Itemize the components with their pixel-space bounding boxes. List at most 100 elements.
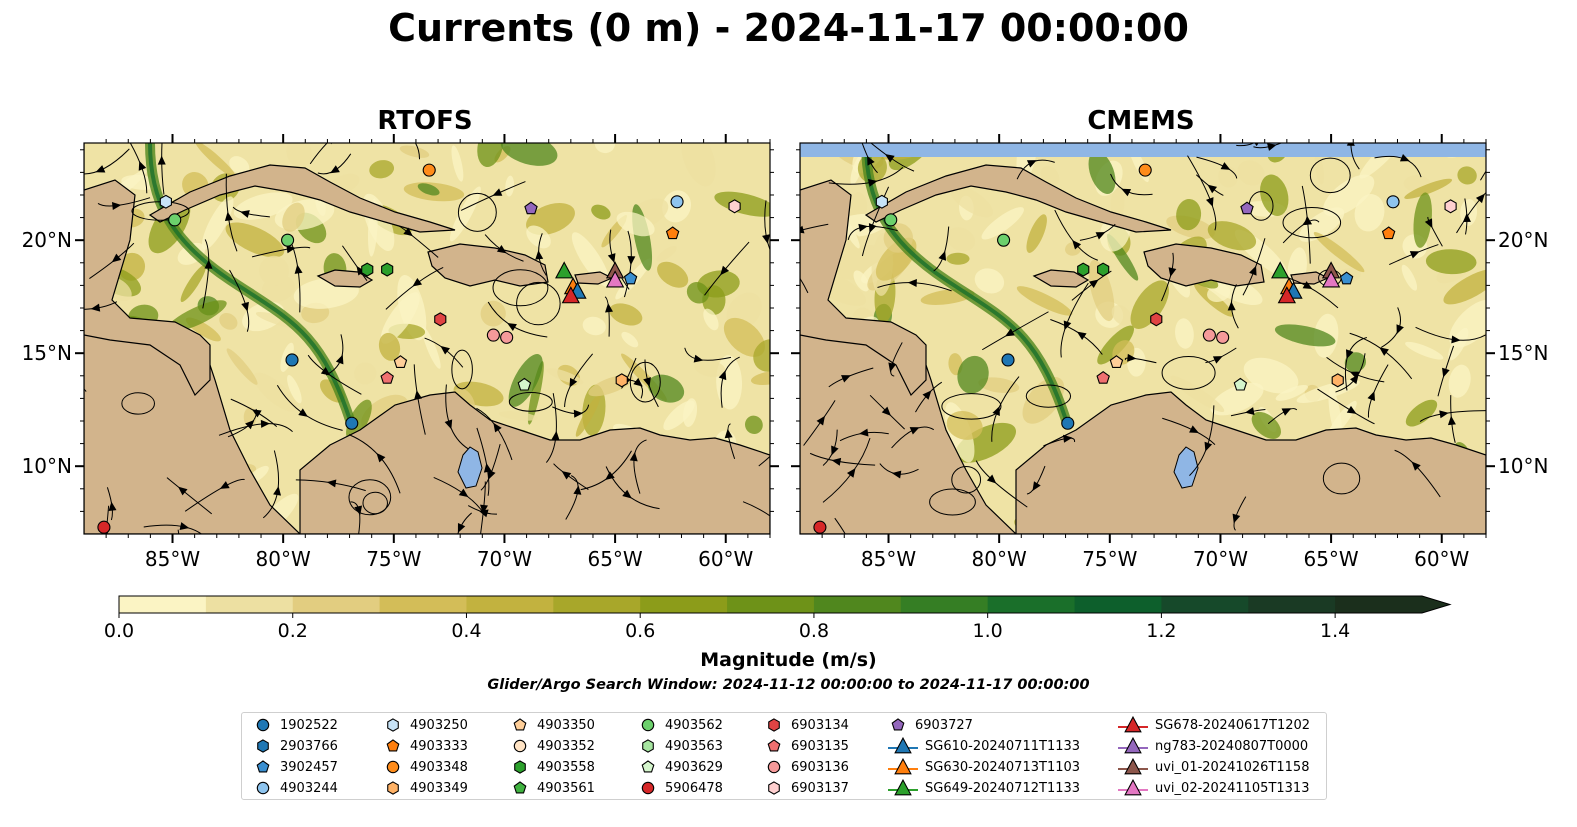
legend-label: uvi_02-20241105T1313 bbox=[1155, 780, 1310, 796]
platform-marker-sg678-20240617t1202 bbox=[1277, 286, 1297, 304]
colorbar-segment bbox=[813, 596, 902, 613]
hexagon-marker-icon bbox=[768, 718, 780, 732]
pentagon-marker-icon bbox=[386, 739, 400, 752]
legend-item: SG610-20240711T1133 bbox=[887, 736, 1080, 756]
circle-marker-icon bbox=[641, 718, 655, 732]
legend-label: SG630-20240713T1103 bbox=[925, 759, 1081, 775]
legend-label: SG610-20240711T1133 bbox=[925, 738, 1081, 754]
legend-label: 6903134 bbox=[791, 717, 849, 733]
legend-item: 4903333 bbox=[382, 736, 468, 756]
legend-item: 4903629 bbox=[637, 757, 723, 777]
lat-tick-label: 20°N bbox=[22, 228, 72, 252]
colorbar-segment bbox=[1161, 596, 1249, 613]
colorbar-tick-label: 1.2 bbox=[1146, 620, 1176, 642]
pentagon-marker-icon bbox=[256, 760, 270, 773]
platform-marker-4903629 bbox=[1233, 377, 1248, 391]
hexagon-marker-icon bbox=[257, 739, 269, 753]
triangle-marker-icon bbox=[1118, 778, 1148, 796]
colorbar-tick-label: 0.0 bbox=[104, 620, 134, 642]
platform-marker-5906478 bbox=[97, 520, 111, 534]
platform-marker-6903727 bbox=[524, 201, 538, 215]
platform-marker-6903134 bbox=[434, 312, 447, 327]
triangle-marker-icon bbox=[888, 736, 918, 754]
colorbar-segment bbox=[727, 596, 815, 613]
legend-label: 4903348 bbox=[410, 759, 468, 775]
pentagon-marker-icon bbox=[641, 760, 655, 773]
lon-tick-label: 85°W bbox=[145, 547, 200, 571]
legend-marker bbox=[386, 739, 400, 752]
legend-marker bbox=[768, 781, 780, 795]
platform-marker-4903350 bbox=[393, 355, 408, 368]
pentagon-marker-icon bbox=[767, 739, 781, 752]
legend-marker bbox=[387, 718, 399, 732]
legend-label: 5906478 bbox=[665, 780, 723, 796]
platform-marker-4903244 bbox=[1386, 195, 1400, 209]
platform-marker-4903562 bbox=[884, 213, 898, 227]
platform-marker-4903562 bbox=[281, 233, 295, 247]
lon-tick-label: 85°W bbox=[861, 547, 916, 571]
lon-tick-label: 70°W bbox=[1193, 547, 1248, 571]
circle-marker-icon bbox=[513, 739, 527, 753]
circle-marker-icon bbox=[767, 760, 781, 774]
legend-item: 6903135 bbox=[763, 736, 849, 756]
triangle-marker-icon bbox=[888, 757, 918, 775]
platform-marker-4903562 bbox=[168, 213, 182, 227]
legend-item: 4903563 bbox=[637, 736, 723, 756]
platform-marker-3902457 bbox=[1339, 271, 1354, 285]
legend-label: 6903137 bbox=[791, 780, 849, 796]
platform-marker-6903136 bbox=[1202, 328, 1216, 342]
legend-item: uvi_01-20241026T1158 bbox=[1117, 757, 1309, 777]
legend-marker bbox=[894, 736, 912, 754]
legend-item: 2903766 bbox=[252, 736, 338, 756]
lon-tick-label: 60°W bbox=[1414, 547, 1469, 571]
platform-marker-1902522 bbox=[285, 353, 299, 367]
legend-item: SG630-20240713T1103 bbox=[887, 757, 1080, 777]
legend-marker bbox=[1124, 736, 1142, 754]
colorbar-segment bbox=[1248, 596, 1336, 613]
colorbar-segment bbox=[900, 596, 989, 613]
panel-title-rtofs: RTOFS bbox=[377, 106, 473, 136]
colorbar-label: Magnitude (m/s) bbox=[700, 649, 877, 671]
platform-marker-4903348 bbox=[422, 163, 436, 177]
hexagon-marker-icon bbox=[387, 781, 399, 795]
legend-marker bbox=[891, 718, 905, 731]
platform-marker-4903333 bbox=[665, 226, 680, 240]
legend-label: 3902457 bbox=[280, 759, 338, 775]
legend-item: 4903349 bbox=[382, 778, 468, 798]
platform-marker-6903134 bbox=[1150, 312, 1163, 327]
legend-marker bbox=[767, 739, 781, 752]
legend-marker bbox=[1124, 757, 1142, 775]
platform-marker-5906478 bbox=[813, 520, 827, 534]
legend-marker bbox=[387, 781, 399, 795]
colorbar-tick-label: 0.6 bbox=[625, 620, 655, 642]
legend-marker bbox=[1124, 715, 1142, 733]
legend-item: 4903562 bbox=[637, 715, 723, 735]
lat-tick-label: 10°N bbox=[22, 454, 72, 478]
legend-item: SG678-20240617T1202 bbox=[1117, 715, 1310, 735]
panel-title-cmems: CMEMS bbox=[1087, 106, 1195, 136]
colorbar-segment bbox=[1335, 596, 1423, 613]
lon-tick-label: 80°W bbox=[256, 547, 311, 571]
legend-marker bbox=[514, 760, 526, 774]
lat-tick-label: 15°N bbox=[22, 341, 72, 365]
legend-item: SG649-20240712T1133 bbox=[887, 778, 1080, 798]
legend-label: SG649-20240712T1133 bbox=[925, 780, 1081, 796]
platform-marker-4903562 bbox=[997, 233, 1011, 247]
colorbar-segment bbox=[553, 596, 641, 613]
colorbar-tick-label: 0.4 bbox=[451, 620, 481, 642]
platform-marker-4903349 bbox=[1331, 373, 1344, 388]
platform-marker-4903333 bbox=[1381, 226, 1396, 240]
hexagon-marker-icon bbox=[387, 718, 399, 732]
legend-marker bbox=[641, 760, 655, 773]
platform-marker-6903135 bbox=[380, 370, 394, 384]
platform-marker-6903136 bbox=[500, 330, 514, 344]
circle-marker-icon bbox=[256, 781, 270, 795]
colorbar: 0.0 0.2 0.4 0.6 0.8 1.0 1.2 1.4 bbox=[104, 595, 1452, 642]
pentagon-marker-icon bbox=[513, 781, 527, 794]
cmems-lake-maracaibo bbox=[1173, 446, 1199, 489]
legend-label: 4903333 bbox=[410, 738, 468, 754]
figure-title: Currents (0 m) - 2024-11-17 00:00:00 bbox=[388, 6, 1189, 50]
lon-tick-label: 70°W bbox=[477, 547, 532, 571]
legend-label: 4903250 bbox=[410, 717, 468, 733]
lon-tick-label: 65°W bbox=[1303, 547, 1358, 571]
